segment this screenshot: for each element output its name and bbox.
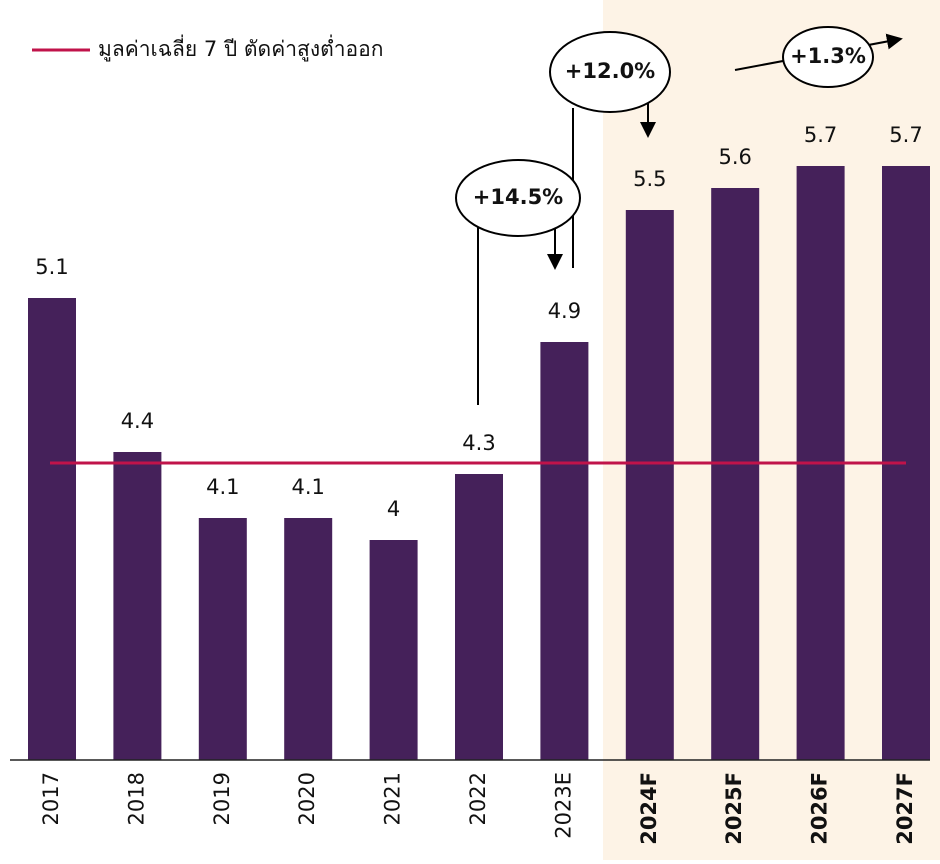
x-tick-label: 2026F (808, 772, 832, 845)
data-label: 4.4 (121, 409, 154, 433)
x-tick-label: 2019 (210, 772, 234, 825)
data-label: 4.9 (548, 299, 581, 323)
x-tick-label: 2025F (722, 772, 746, 845)
x-tick-label: 2018 (124, 772, 148, 825)
x-tick-label: 2023E (551, 772, 575, 839)
x-tick-label: 2017 (39, 772, 63, 825)
x-tick-label: 2021 (381, 772, 405, 825)
data-label: 5.5 (633, 167, 666, 191)
data-label: 4.1 (291, 475, 324, 499)
bar (284, 518, 333, 760)
x-tick-label: 2020 (295, 772, 319, 825)
annotation-label: +1.3% (790, 44, 866, 68)
bar (540, 342, 589, 760)
bar (369, 540, 418, 760)
data-label: 5.7 (804, 123, 837, 147)
data-label: 5.1 (35, 255, 68, 279)
bar (113, 452, 162, 760)
data-label: 4.1 (206, 475, 239, 499)
data-label: 4.3 (462, 431, 495, 455)
bar (28, 298, 76, 760)
annotation-label: +12.0% (565, 59, 655, 83)
bar (198, 518, 247, 760)
annotation-bubble (455, 159, 581, 237)
bar (455, 474, 503, 760)
annotation-label: +14.5% (473, 185, 563, 209)
annotation-bubble (782, 26, 874, 88)
bar (625, 210, 674, 760)
data-label: 4 (387, 497, 400, 521)
bar (711, 188, 760, 760)
annotation-bubble (549, 31, 671, 113)
data-label: 5.6 (718, 145, 751, 169)
x-tick-label: 2024F (637, 772, 661, 845)
legend-label: มูลค่าเฉลี่ย 7 ปี ตัดค่าสูงต่ำออก (98, 34, 383, 62)
x-tick-label: 2027F (893, 772, 917, 845)
data-label: 5.7 (889, 123, 922, 147)
x-tick-label: 2022 (466, 772, 490, 825)
